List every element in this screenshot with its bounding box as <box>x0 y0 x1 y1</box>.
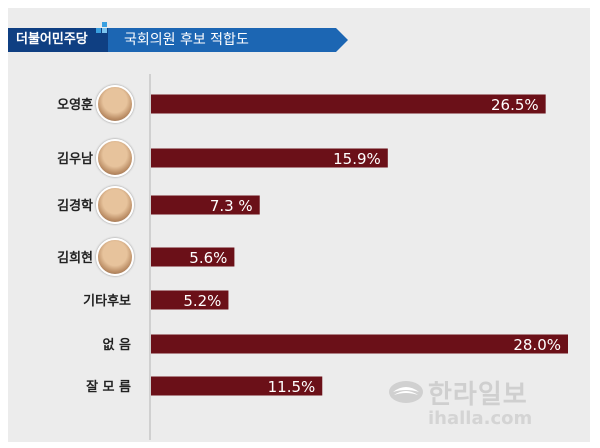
bar <box>151 148 388 168</box>
bar-value-label: 26.5% <box>491 96 539 114</box>
party-logo-icon <box>96 22 108 34</box>
category-label: 김우남 <box>57 151 93 167</box>
bar-value-label: 5.2% <box>183 292 221 310</box>
category-label: 김경학 <box>57 198 93 214</box>
chart-panel <box>8 8 590 442</box>
watermark-name: 한라일보 <box>428 380 528 410</box>
bar-value-label: 11.5% <box>268 378 316 396</box>
candidate-photo <box>96 186 134 224</box>
bar-value-label: 15.9% <box>333 150 381 168</box>
watermark: 한라일보 ihalla.com <box>388 374 558 434</box>
category-label: 없 음 <box>103 337 131 353</box>
bar <box>151 94 546 114</box>
category-label: 김희현 <box>57 250 93 266</box>
category-label: 오영훈 <box>57 97 93 113</box>
bar-value-label: 5.6% <box>189 249 227 267</box>
bar <box>151 247 235 267</box>
category-label: 잘 모 름 <box>86 380 131 395</box>
bar <box>151 290 229 310</box>
party-label: 더불어민주당 <box>8 28 108 52</box>
chart-title: 국회의원 후보 적합도 <box>108 28 348 52</box>
newspaper-logo-icon <box>389 381 423 403</box>
bar-value-label: 7.3 % <box>210 197 253 215</box>
bar <box>151 195 260 215</box>
bar <box>151 334 568 354</box>
chart-header: 더불어민주당 국회의원 후보 적합도 <box>8 22 348 52</box>
candidate-photo <box>96 238 134 276</box>
candidate-photo <box>96 139 134 177</box>
category-label: 기타후보 <box>83 293 131 309</box>
bar-value-label: 28.0% <box>513 336 561 354</box>
candidate-photo <box>96 85 134 123</box>
watermark-url: ihalla.com <box>428 408 533 429</box>
bar <box>151 376 323 396</box>
